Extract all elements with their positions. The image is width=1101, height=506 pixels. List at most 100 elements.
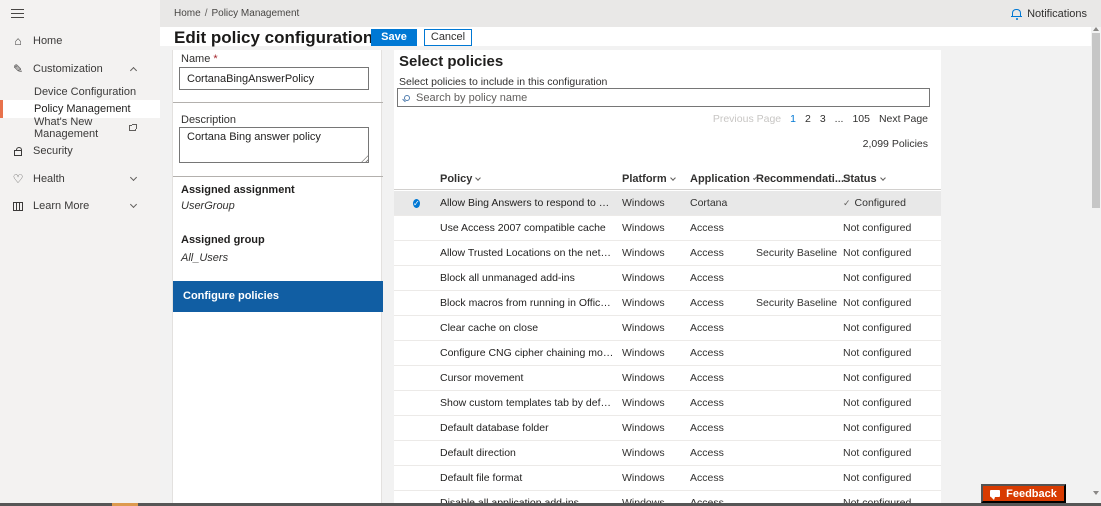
page-button-3[interactable]: 3	[819, 113, 826, 125]
table-row[interactable]: ✓ Allow Bing Answers to respond to quest…	[394, 191, 941, 216]
table-row[interactable]: Disable all application add-ins Windows …	[394, 491, 941, 503]
table-row[interactable]: Use Access 2007 compatible cache Windows…	[394, 216, 941, 241]
heart-icon: ♡	[12, 172, 24, 186]
sidebar-item-home[interactable]: ⌂ Home	[0, 32, 160, 50]
column-header-status[interactable]: Status	[843, 173, 927, 185]
chevron-up-icon	[129, 66, 138, 75]
cell-status: Not configured	[843, 422, 912, 434]
previous-page-button[interactable]: Previous Page	[712, 113, 782, 125]
scroll-down-icon[interactable]	[1093, 491, 1099, 495]
next-page-button[interactable]: Next Page	[878, 113, 928, 125]
sidebar-item-policy-management[interactable]: Policy Management	[0, 100, 160, 118]
external-link-icon	[129, 124, 137, 131]
cell-application: Access	[690, 272, 724, 284]
table-row[interactable]: Clear cache on close Windows Access Not …	[394, 316, 941, 341]
sidebar: ⌂ Home ✎ Customization Device Configurat…	[0, 0, 160, 503]
sidebar-item-label: Security	[33, 145, 73, 157]
cell-policy: Cursor movement	[440, 372, 524, 384]
page-button-105[interactable]: 105	[852, 113, 870, 125]
cell-platform: Windows	[622, 297, 665, 309]
cell-policy: Allow Trusted Locations on the network	[440, 247, 622, 259]
feedback-button[interactable]: Feedback	[981, 484, 1066, 503]
cell-application: Access	[690, 297, 724, 309]
notifications-button[interactable]: Notifications	[1011, 8, 1087, 20]
bell-icon	[1011, 8, 1023, 20]
description-label: Description	[181, 114, 237, 126]
description-field[interactable]: Cortana Bing answer policy	[179, 127, 369, 163]
chat-bubble-icon	[990, 490, 1001, 500]
cell-platform: Windows	[622, 497, 665, 503]
search-input[interactable]	[416, 91, 923, 104]
page-button-1[interactable]: 1	[790, 113, 796, 125]
sidebar-item-whats-new-management[interactable]: What's New Management	[0, 116, 160, 140]
select-policies-panel: Select policies Select policies to inclu…	[394, 50, 941, 503]
book-icon	[13, 201, 23, 211]
policy-search-box[interactable]	[397, 88, 930, 107]
vertical-scrollbar[interactable]	[1091, 27, 1101, 503]
cell-status: Not configured	[843, 447, 912, 459]
cell-status: Not configured	[843, 297, 912, 309]
sidebar-item-label: Home	[33, 35, 63, 47]
sidebar-item-label: Policy Management	[34, 103, 131, 115]
window-bottom-edge	[0, 503, 1101, 506]
page-button-2[interactable]: 2	[804, 113, 811, 125]
cell-policy: Clear cache on close	[440, 322, 539, 334]
table-row[interactable]: Default database folder Windows Access N…	[394, 416, 941, 441]
cell-platform: Windows	[622, 272, 665, 284]
cell-platform: Windows	[622, 472, 665, 484]
sidebar-item-device-configuration[interactable]: Device Configuration	[0, 83, 160, 101]
table-row[interactable]: Cursor movement Windows Access Not confi…	[394, 366, 941, 391]
column-header-application[interactable]: Application	[690, 173, 758, 185]
sidebar-item-label: What's New Management	[34, 116, 99, 140]
sidebar-item-learn-more[interactable]: Learn More	[0, 197, 160, 215]
table-row[interactable]: Default file format Windows Access Not c…	[394, 466, 941, 491]
selected-check-icon[interactable]: ✓	[413, 198, 420, 208]
bottom-edge-accent	[112, 503, 138, 506]
breadcrumb-home[interactable]: Home	[174, 8, 201, 19]
cell-policy: Default file format	[440, 472, 523, 484]
configure-policies-step[interactable]: Configure policies	[173, 281, 383, 312]
sidebar-item-security[interactable]: Security	[0, 142, 160, 160]
page-ellipsis: ...	[834, 113, 844, 125]
table-row[interactable]: Allow Trusted Locations on the network W…	[394, 241, 941, 266]
scroll-up-icon[interactable]	[1093, 27, 1099, 31]
breadcrumb-current[interactable]: Policy Management	[211, 8, 300, 19]
customization-icon: ✎	[12, 62, 24, 76]
scrollbar-thumb[interactable]	[1092, 33, 1100, 208]
name-field[interactable]	[179, 67, 369, 90]
table-row[interactable]: Configure CNG cipher chaining mode Windo…	[394, 341, 941, 366]
cancel-button[interactable]: Cancel	[424, 29, 472, 46]
cell-status: Not configured	[843, 322, 912, 334]
configured-check-icon: ✓	[843, 197, 851, 208]
cell-status: Not configured	[843, 397, 912, 409]
cell-status: Not configured	[843, 372, 912, 384]
table-row[interactable]: Show custom templates tab by default in …	[394, 391, 941, 416]
table-row[interactable]: Block all unmanaged add-ins Windows Acce…	[394, 266, 941, 291]
table-row[interactable]: Default direction Windows Access Not con…	[394, 441, 941, 466]
top-bar: Home / Policy Management Notifications	[160, 0, 1101, 27]
column-header-platform[interactable]: Platform	[622, 173, 690, 185]
cell-platform: Windows	[622, 222, 665, 234]
hamburger-menu-button[interactable]	[11, 9, 24, 18]
cell-application: Access	[690, 322, 724, 334]
table-header: Policy Platform Application Recommendati…	[394, 169, 941, 190]
cell-platform: Windows	[622, 322, 665, 334]
cell-application: Access	[690, 447, 724, 459]
column-header-policy[interactable]: Policy	[440, 173, 622, 185]
table-row[interactable]: Block macros from running in Office file…	[394, 291, 941, 316]
sidebar-item-health[interactable]: ♡ Health	[0, 170, 160, 188]
cell-application: Access	[690, 222, 724, 234]
cell-policy: Allow Bing Answers to respond to questio…	[440, 197, 622, 209]
save-button[interactable]: Save	[371, 29, 417, 46]
cell-platform: Windows	[622, 397, 665, 409]
sidebar-item-customization[interactable]: ✎ Customization	[0, 60, 160, 78]
chevron-down-icon	[129, 173, 138, 182]
cell-policy: Block all unmanaged add-ins	[440, 272, 575, 284]
cell-status: Not configured	[843, 222, 912, 234]
assigned-group-value: All_Users	[181, 252, 229, 264]
feedback-label: Feedback	[1006, 487, 1057, 500]
column-header-recommendation[interactable]: Recommendati...	[756, 173, 851, 185]
cell-policy: Default database folder	[440, 422, 549, 434]
cell-platform: Windows	[622, 447, 665, 459]
